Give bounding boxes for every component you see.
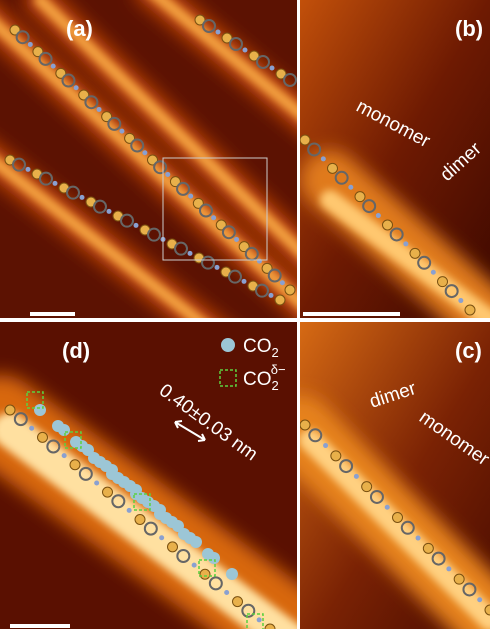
atom (80, 195, 85, 200)
atom (5, 405, 15, 415)
atom (257, 259, 262, 264)
atom (97, 107, 102, 112)
atom (376, 213, 381, 218)
panel-label: (a) (66, 16, 93, 41)
panel-label: (c) (455, 338, 482, 363)
atom (257, 617, 262, 622)
atom (243, 48, 248, 53)
atom (446, 566, 451, 571)
atom (300, 420, 310, 430)
atom (393, 513, 403, 523)
atom (477, 597, 482, 602)
atom (192, 563, 197, 568)
atom (142, 150, 147, 155)
atom (234, 237, 239, 242)
atom (403, 241, 408, 246)
atom (51, 64, 56, 69)
atom (233, 597, 243, 607)
co2-dot (226, 568, 238, 580)
atom (135, 515, 145, 525)
atom (454, 574, 464, 584)
co2-dot (106, 468, 118, 480)
atom (70, 460, 80, 470)
atom (285, 285, 295, 295)
atom (224, 590, 229, 595)
atom (134, 223, 139, 228)
atom (165, 172, 170, 177)
atom (62, 453, 67, 458)
atom (188, 194, 193, 199)
atom (188, 251, 193, 256)
atom (275, 295, 285, 305)
legend-dot (221, 338, 235, 352)
atom (200, 569, 210, 579)
atom (269, 293, 274, 298)
co2-dot (202, 548, 214, 560)
co2-dot (154, 508, 166, 520)
atom (438, 277, 448, 287)
atom (103, 487, 113, 497)
atom (29, 426, 34, 431)
atom (74, 85, 79, 90)
atom (465, 305, 475, 315)
atom (300, 135, 310, 145)
atom (211, 215, 216, 220)
atom (94, 481, 99, 486)
atom (331, 451, 341, 461)
atom (348, 185, 353, 190)
panel-label: (d) (62, 338, 90, 363)
atom (280, 280, 285, 285)
atom (215, 265, 220, 270)
co2-dot (88, 452, 100, 464)
atom (119, 129, 124, 134)
atom (107, 209, 112, 214)
atom (328, 163, 338, 173)
atom (242, 279, 247, 284)
figure: (a) (b) (c) (d) monomer dimer dimer mono… (0, 0, 490, 629)
atom (270, 66, 275, 71)
atom (323, 443, 328, 448)
panel-c (300, 322, 490, 629)
atom (127, 508, 132, 513)
co2-dot (178, 528, 190, 540)
atom (168, 542, 178, 552)
atom (362, 482, 372, 492)
atom (423, 543, 433, 553)
co2-dot (52, 420, 64, 432)
atom (383, 220, 393, 230)
atom (53, 181, 58, 186)
co2-dot (34, 404, 46, 416)
co2-dot (70, 436, 82, 448)
atom (431, 270, 436, 275)
panel-label: (b) (455, 16, 483, 41)
atom (458, 298, 463, 303)
atom (416, 536, 421, 541)
atom (385, 505, 390, 510)
atom (410, 248, 420, 258)
atom (159, 535, 164, 540)
atom (321, 156, 326, 161)
atom (26, 167, 31, 172)
atom (354, 474, 359, 479)
atom (28, 42, 33, 47)
atom (38, 432, 48, 442)
atom (355, 192, 365, 202)
atom (216, 30, 221, 35)
